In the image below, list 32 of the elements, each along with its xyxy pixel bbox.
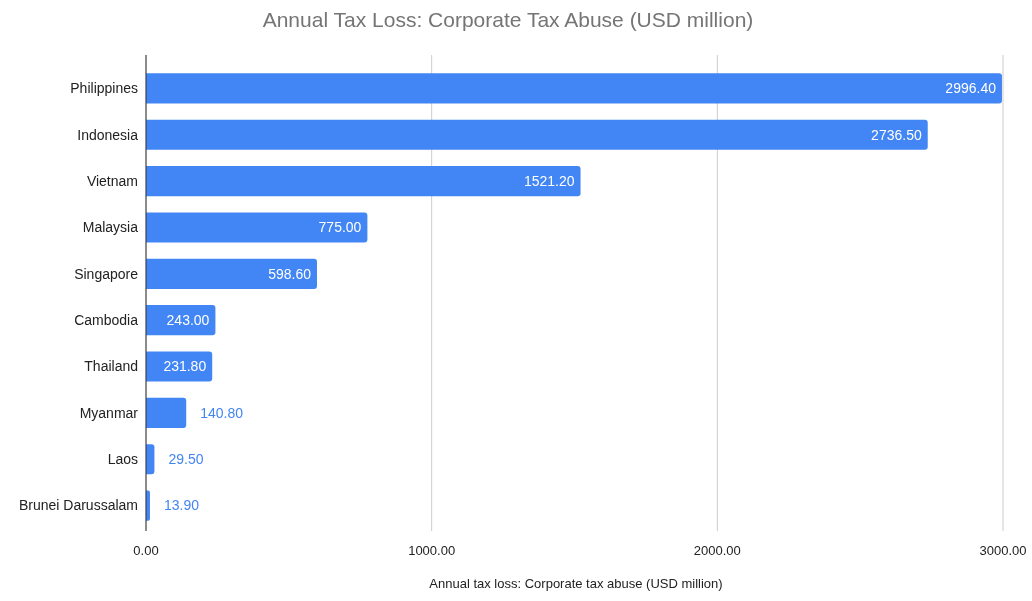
- y-tick-label: Philippines: [70, 80, 138, 97]
- y-tick-label: Malaysia: [82, 219, 139, 236]
- data-label: 29.50: [168, 451, 204, 468]
- bar: [146, 212, 368, 243]
- data-label: 1521.20: [523, 173, 575, 190]
- x-tick-label: 1000.00: [408, 543, 456, 558]
- y-tick-label: Thailand: [84, 358, 138, 375]
- y-tick-label: Myanmar: [79, 404, 139, 421]
- data-label: 598.60: [268, 265, 312, 282]
- y-tick-label: Singapore: [74, 265, 139, 282]
- bar: [146, 73, 1002, 104]
- data-label: 140.80: [200, 404, 244, 421]
- y-tick-label: Vietnam: [86, 173, 138, 190]
- x-axis-title: Annual tax loss: Corporate tax abuse (USD million): [429, 576, 723, 591]
- x-tick-label: 2000.00: [693, 543, 741, 558]
- y-tick-label: Laos: [107, 451, 138, 468]
- chart-title: Annual Tax Loss: Corporate Tax Abuse (USD million): [262, 8, 754, 31]
- data-label: 2996.40: [945, 80, 997, 97]
- x-tick-label: 3000.00: [979, 543, 1027, 558]
- bar: [146, 258, 317, 289]
- bar: [146, 166, 581, 197]
- y-tick-label: Cambodia: [74, 312, 139, 329]
- x-tick-label: 0.00: [133, 543, 159, 558]
- bar: [146, 397, 187, 428]
- y-tick-label: Brunei Darussalam: [18, 497, 138, 514]
- data-label: 231.80: [163, 358, 207, 375]
- data-label: 775.00: [318, 219, 362, 236]
- bar: [146, 119, 928, 150]
- data-label: 13.90: [163, 497, 200, 514]
- data-label: 243.00: [166, 312, 210, 329]
- data-label: 2736.50: [871, 126, 922, 143]
- y-tick-label: Indonesia: [77, 126, 139, 143]
